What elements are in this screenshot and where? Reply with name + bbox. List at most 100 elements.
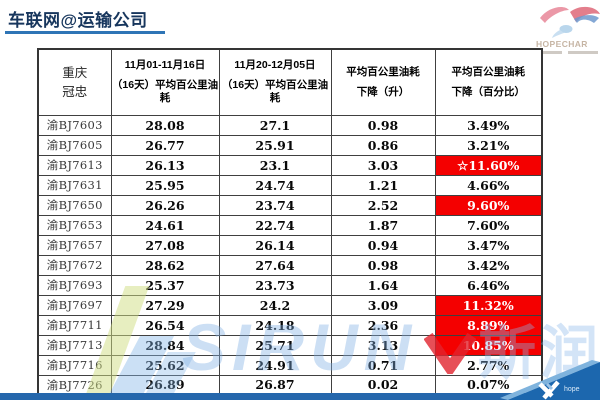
fuel-period2-value: 26.14	[218, 234, 332, 256]
footer-logo-icon	[538, 380, 560, 400]
fuel-period2-value: 26.87	[218, 374, 332, 396]
drop-liters-value: 2.36	[330, 314, 436, 336]
table-row: 渝BJ7605 26.77 25.91 0.86 3.21%	[37, 134, 543, 156]
table-row: 渝BJ7716 25.62 24.91 0.71 2.77%	[37, 354, 543, 376]
fuel-period2-value: 23.1	[218, 154, 332, 176]
col-header-period1-metric: （16天）平均百公里油耗	[111, 79, 219, 105]
vehicle-plate: 渝BJ7672	[37, 254, 112, 276]
fuel-period2-value: 25.91	[218, 134, 332, 156]
col-header-period1-dates: 11月01-11月16日	[124, 59, 206, 72]
fuel-period1-value: 25.62	[110, 354, 220, 376]
fuel-period1-value: 27.08	[110, 234, 220, 256]
table-row: 渝BJ7603 28.08 27.1 0.98 3.49%	[37, 114, 543, 136]
drop-percent-value: 7.60%	[434, 214, 543, 236]
footer-banner	[500, 360, 600, 400]
drop-percent-value: 6.46%	[434, 274, 543, 296]
page-title: 车联网@运输公司	[8, 11, 148, 30]
fuel-period2-value: 24.74	[218, 174, 332, 196]
bottom-bar	[0, 393, 600, 400]
col-header-drop-liters-unit: 下降（升）	[356, 85, 410, 98]
corner-cell-company: 重庆 冠忠	[37, 48, 112, 116]
col-header-drop-percent-unit: 下降（百分比）	[451, 85, 526, 98]
hopechar-logo-text: HOPECHAR	[536, 39, 588, 49]
fuel-period1-value: 26.26	[110, 194, 220, 216]
fuel-period1-value: 27.29	[110, 294, 220, 316]
table-row: 渝BJ7650 26.26 23.74 2.52 9.60%	[37, 194, 543, 216]
fuel-period1-value: 28.08	[110, 114, 220, 136]
fuel-period1-value: 26.54	[110, 314, 220, 336]
drop-liters-value: 0.86	[330, 134, 436, 156]
hopechar-logo-subtext-bar	[536, 51, 562, 54]
fuel-period1-value: 26.89	[110, 374, 220, 396]
drop-liters-value: 3.03	[330, 154, 436, 176]
drop-liters-value: 1.64	[330, 274, 436, 296]
fuel-consumption-table: 重庆 冠忠 11月01-11月16日 （16天）平均百公里油耗 11月20-12…	[37, 48, 543, 396]
col-header-drop-percent-metric: 平均百公里油耗	[451, 65, 526, 78]
fuel-period2-value: 24.2	[218, 294, 332, 316]
fuel-period2-value: 27.1	[218, 114, 332, 136]
table-row: 渝BJ7697 27.29 24.2 3.09 11.32%	[37, 294, 543, 316]
hopechar-logo: HOPECHAR	[536, 2, 600, 62]
table-row: 渝BJ7711 26.54 24.18 2.36 8.89%	[37, 314, 543, 336]
footer-banner-text: hope	[564, 386, 580, 393]
fuel-period1-value: 25.37	[110, 274, 220, 296]
col-header-period2-dates: 11月20-12月05日	[234, 59, 316, 72]
drop-percent-value: ☆11.60%	[434, 154, 543, 176]
table-row: 渝BJ7713 28.84 25.71 3.13 10.85%	[37, 334, 543, 356]
fuel-period2-value: 23.73	[218, 274, 332, 296]
fuel-period2-value: 24.18	[218, 314, 332, 336]
hopechar-logo-subtext-bar2	[568, 51, 598, 54]
col-header-drop-liters: 平均百公里油耗 下降（升）	[330, 48, 436, 116]
fuel-period2-value: 23.74	[218, 194, 332, 216]
col-header-drop-percent: 平均百公里油耗 下降（百分比）	[434, 48, 543, 116]
drop-liters-value: 0.02	[330, 374, 436, 396]
table-row: 渝BJ7613 26.13 23.1 3.03 ☆11.60%	[37, 154, 543, 176]
drop-liters-value: 2.52	[330, 194, 436, 216]
drop-liters-value: 0.98	[330, 114, 436, 136]
fuel-period1-value: 28.62	[110, 254, 220, 276]
drop-percent-value: 3.49%	[434, 114, 543, 136]
vehicle-plate: 渝BJ7653	[37, 214, 112, 236]
drop-percent-value: 3.42%	[434, 254, 543, 276]
table-row: 渝BJ7672 28.62 27.64 0.98 3.42%	[37, 254, 543, 276]
vehicle-plate: 渝BJ7711	[37, 314, 112, 336]
drop-percent-value: 11.32%	[434, 294, 543, 316]
drop-percent-value: 9.60%	[434, 194, 543, 216]
drop-percent-value: 10.85%	[434, 334, 543, 356]
drop-percent-value: 8.89%	[434, 314, 543, 336]
table-row: 渝BJ7657 27.08 26.14 0.94 3.47%	[37, 234, 543, 256]
drop-liters-value: 1.87	[330, 214, 436, 236]
col-header-period2: 11月20-12月05日 （16天）平均百公里油耗	[218, 48, 332, 116]
fuel-period1-value: 28.84	[110, 334, 220, 356]
fuel-period2-value: 27.64	[218, 254, 332, 276]
vehicle-plate: 渝BJ7657	[37, 234, 112, 256]
fuel-period2-value: 22.74	[218, 214, 332, 236]
vehicle-plate: 渝BJ7613	[37, 154, 112, 176]
drop-liters-value: 3.09	[330, 294, 436, 316]
fuel-period2-value: 24.91	[218, 354, 332, 376]
vehicle-plate: 渝BJ7631	[37, 174, 112, 196]
drop-liters-value: 0.94	[330, 234, 436, 256]
drop-liters-value: 0.98	[330, 254, 436, 276]
fuel-period2-value: 25.71	[218, 334, 332, 356]
vehicle-plate: 渝BJ7650	[37, 194, 112, 216]
vehicle-plate: 渝BJ7605	[37, 134, 112, 156]
bird-logo-icon	[540, 6, 600, 38]
vehicle-plate: 渝BJ7603	[37, 114, 112, 136]
drop-percent-value: 3.47%	[434, 234, 543, 256]
col-header-period1: 11月01-11月16日 （16天）平均百公里油耗	[110, 48, 220, 116]
vehicle-plate: 渝BJ7726	[37, 374, 112, 396]
col-header-period2-metric: （16天）平均百公里油耗	[221, 79, 329, 105]
fuel-period1-value: 24.61	[110, 214, 220, 236]
table-row: 渝BJ7726 26.89 26.87 0.02 0.07%	[37, 374, 543, 396]
table-header-row: 重庆 冠忠 11月01-11月16日 （16天）平均百公里油耗 11月20-12…	[37, 48, 543, 116]
table-row: 渝BJ7631 25.95 24.74 1.21 4.66%	[37, 174, 543, 196]
table-body: 渝BJ7603 28.08 27.1 0.98 3.49% 渝BJ7605 26.77 25.…	[37, 114, 543, 396]
vehicle-plate: 渝BJ7697	[37, 294, 112, 316]
drop-liters-value: 1.21	[330, 174, 436, 196]
vehicle-plate: 渝BJ7713	[37, 334, 112, 356]
col-header-drop-liters-metric: 平均百公里油耗	[346, 65, 420, 78]
fuel-period1-value: 26.13	[110, 154, 220, 176]
drop-liters-value: 3.13	[330, 334, 436, 356]
